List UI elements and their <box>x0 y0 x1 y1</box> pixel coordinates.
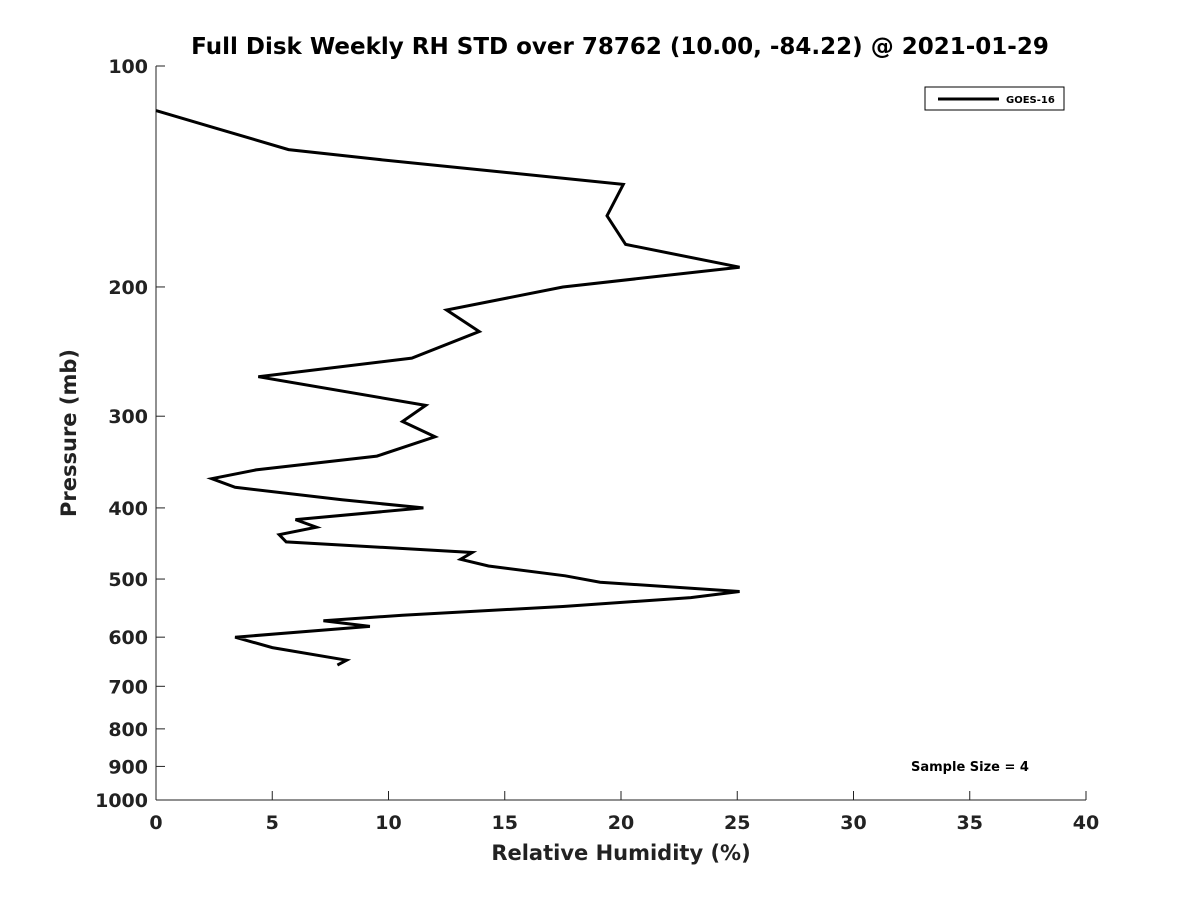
y-tick-label: 400 <box>108 498 148 520</box>
y-tick-label: 800 <box>108 719 148 741</box>
y-tick-label: 600 <box>108 627 148 649</box>
x-tick-label: 35 <box>957 812 983 834</box>
y-tick-label: 700 <box>108 676 148 698</box>
y-ticks: 100 200 300 400 500 600 700 800 900 1000 <box>95 56 165 812</box>
x-tick-label: 15 <box>492 812 518 834</box>
y-tick-label: 900 <box>108 756 148 778</box>
x-tick-label: 30 <box>840 812 866 834</box>
x-tick-label: 0 <box>149 812 162 834</box>
y-axis-label: Pressure (mb) <box>57 349 81 517</box>
x-tick-label: 5 <box>266 812 279 834</box>
x-tick-label: 40 <box>1073 812 1099 834</box>
x-tick-label: 20 <box>608 812 634 834</box>
y-tick-label: 200 <box>108 277 148 299</box>
y-tick-label: 500 <box>108 569 148 591</box>
y-tick-label: 100 <box>108 56 148 78</box>
x-axis-label: Relative Humidity (%) <box>491 841 750 865</box>
sample-size-annotation: Sample Size = 4 <box>911 760 1029 775</box>
y-tick-label: 1000 <box>95 790 148 812</box>
legend: GOES-16 <box>924 86 1065 111</box>
legend-entry-goes-16: GOES-16 <box>1006 95 1055 106</box>
y-tick-label: 300 <box>108 406 148 428</box>
x-tick-label: 10 <box>375 812 401 834</box>
series-line-goes-16 <box>155 109 740 667</box>
series-layer <box>155 109 740 667</box>
x-ticks: 0 5 10 15 20 25 30 35 40 <box>149 791 1099 834</box>
chart-title: Full Disk Weekly RH STD over 78762 (10.0… <box>191 34 1049 60</box>
x-tick-label: 25 <box>724 812 750 834</box>
